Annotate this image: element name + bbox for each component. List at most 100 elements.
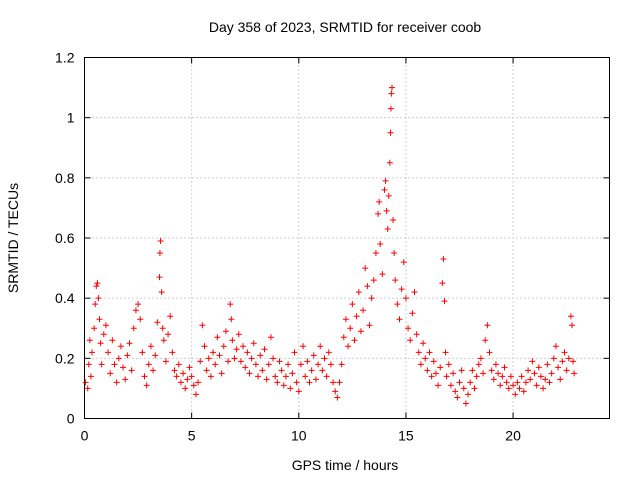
data-point	[317, 343, 324, 350]
data-point	[122, 376, 129, 383]
data-point	[473, 373, 480, 380]
data-point	[503, 379, 510, 386]
y-tick-label: 1.2	[55, 50, 75, 66]
data-point	[512, 391, 519, 398]
x-axis-label: GPS time / hours	[292, 457, 399, 473]
data-point	[235, 331, 242, 338]
data-point	[402, 295, 409, 302]
data-point	[390, 216, 397, 223]
data-point	[552, 343, 559, 350]
data-point	[308, 367, 315, 374]
data-point	[486, 349, 493, 356]
data-point	[261, 346, 268, 353]
data-point	[91, 325, 98, 332]
data-point	[248, 355, 255, 362]
data-point	[304, 358, 311, 365]
data-point	[186, 364, 193, 371]
data-point	[441, 298, 448, 305]
data-point	[477, 355, 484, 362]
data-point	[105, 349, 112, 356]
x-tick-label: 15	[398, 428, 414, 444]
data-point	[450, 370, 457, 377]
data-point	[561, 349, 568, 356]
data-point	[312, 376, 319, 383]
data-point	[499, 373, 506, 380]
data-point	[98, 361, 105, 368]
data-point	[135, 301, 142, 308]
y-tick-label: 0.2	[55, 350, 75, 366]
data-point	[383, 207, 390, 214]
data-point	[407, 337, 414, 344]
data-point	[391, 250, 398, 257]
data-point	[107, 370, 114, 377]
data-point	[535, 364, 542, 371]
data-point	[462, 400, 469, 407]
data-point	[351, 337, 358, 344]
data-point	[257, 352, 264, 359]
data-point	[92, 301, 99, 308]
data-point	[327, 361, 334, 368]
data-point	[507, 373, 514, 380]
data-point	[435, 382, 442, 389]
data-point	[120, 364, 127, 371]
data-point	[454, 394, 461, 401]
data-point	[347, 325, 354, 332]
data-point	[192, 391, 199, 398]
data-point	[357, 328, 364, 335]
data-point	[295, 388, 302, 395]
data-point	[488, 367, 495, 374]
data-point	[154, 319, 161, 326]
data-point	[385, 192, 392, 199]
data-point	[467, 379, 474, 386]
data-point	[237, 358, 244, 365]
data-point	[210, 349, 217, 356]
data-point	[177, 379, 184, 386]
data-point	[139, 349, 146, 356]
data-point	[336, 379, 343, 386]
data-point	[242, 364, 249, 371]
data-point	[157, 238, 164, 245]
data-point	[203, 367, 210, 374]
data-point	[162, 358, 169, 365]
data-point	[95, 295, 102, 302]
data-point	[452, 388, 459, 395]
data-point	[270, 355, 277, 362]
data-point	[82, 379, 89, 386]
data-point	[195, 379, 202, 386]
data-point	[557, 376, 564, 383]
data-point	[182, 385, 189, 392]
data-point	[272, 373, 279, 380]
data-point	[332, 388, 339, 395]
data-point	[505, 385, 512, 392]
data-point	[442, 349, 449, 356]
data-point	[188, 373, 195, 380]
data-point	[432, 370, 439, 377]
data-point	[152, 352, 159, 359]
data-point	[527, 376, 534, 383]
data-point	[559, 358, 566, 365]
data-point	[460, 385, 467, 392]
data-point	[158, 289, 165, 296]
data-point	[259, 367, 266, 374]
data-point	[338, 361, 345, 368]
data-point	[426, 349, 433, 356]
data-point	[349, 301, 356, 308]
data-point	[362, 265, 369, 272]
data-point	[569, 322, 575, 329]
data-point	[366, 322, 373, 329]
data-point	[244, 349, 251, 356]
data-point	[159, 325, 166, 332]
data-point	[510, 382, 517, 389]
data-point	[109, 337, 116, 344]
data-point	[222, 328, 229, 335]
data-point	[428, 373, 435, 380]
data-point	[252, 361, 259, 368]
data-point	[165, 331, 172, 338]
y-axis-label: SRMTID / TECUs	[5, 183, 21, 293]
chart-grid	[84, 57, 610, 419]
data-point	[469, 367, 476, 374]
data-point	[225, 358, 232, 365]
data-point	[306, 379, 313, 386]
data-point	[216, 352, 223, 359]
